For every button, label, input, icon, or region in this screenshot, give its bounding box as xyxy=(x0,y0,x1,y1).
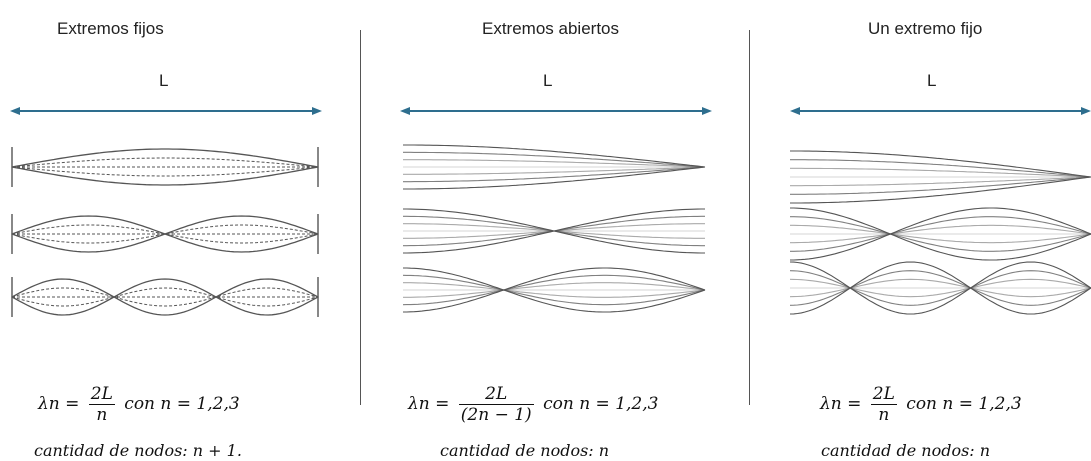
standing-wave-mode-one-fixed xyxy=(790,176,1091,195)
standing-wave-mode-open xyxy=(403,166,706,175)
formula-fraction: 2L n xyxy=(870,384,897,425)
standing-wave-mode-one-fixed xyxy=(790,216,1091,252)
node-count-text: cantidad de nodos: n xyxy=(440,441,610,460)
standing-wave-mode-3 xyxy=(11,278,319,316)
standing-wave-mode-open xyxy=(402,274,706,306)
standing-wave-mode-1 xyxy=(11,157,319,168)
formula-numerator: 2L xyxy=(458,384,534,405)
formula-rhs: con n = 1,2,3 xyxy=(124,394,240,414)
standing-wave-mode-one-fixed xyxy=(790,207,1091,261)
standing-wave-mode-one-fixed xyxy=(789,278,1091,298)
arrow-head-left xyxy=(790,107,800,115)
formula-denominator: (2n − 1) xyxy=(460,405,532,425)
standing-wave-mode-one-fixed xyxy=(790,216,1091,252)
arrow-head-left xyxy=(10,107,20,115)
arrow-head-right xyxy=(1081,107,1091,115)
standing-wave-mode-1 xyxy=(11,166,319,177)
standing-wave-mode-one-fixed xyxy=(790,176,1091,187)
standing-wave-mode-open xyxy=(403,166,706,183)
formula-lhs: λn = xyxy=(820,394,862,414)
standing-wave-mode-2 xyxy=(11,224,319,244)
wavelength-formula: λn = 2L (2n − 1) con n = 1,2,3 xyxy=(408,384,658,425)
length-label: L xyxy=(159,71,169,90)
panel-fixed-ends: Extremos fijos L λn = 2L n con n = 1,2,3… xyxy=(0,0,340,461)
standing-wave-mode-one-fixed xyxy=(789,278,1091,298)
divider-line xyxy=(360,30,361,405)
standing-wave-mode-one-fixed xyxy=(790,224,1091,244)
divider-line xyxy=(749,30,750,405)
standing-wave-mode-3 xyxy=(11,287,319,307)
arrow-head-left xyxy=(400,107,410,115)
formula-numerator: 2L xyxy=(88,384,115,405)
formula-lhs: λn = xyxy=(408,394,450,414)
standing-wave-mode-one-fixed xyxy=(790,150,1091,178)
standing-wave-mode-one-fixed xyxy=(789,270,1091,306)
standing-wave-mode-open xyxy=(403,282,706,298)
length-label: L xyxy=(543,71,553,90)
standing-wave-mode-one-fixed xyxy=(790,159,1091,178)
arrow-head-right xyxy=(702,107,712,115)
formula-fraction: 2L (2n − 1) xyxy=(458,384,534,425)
standing-wave-mode-open xyxy=(403,267,706,313)
standing-wave-mode-one-fixed xyxy=(790,224,1091,244)
panel-title: Un extremo fijo xyxy=(868,19,983,38)
standing-wave-mode-one-fixed xyxy=(790,176,1091,204)
standing-wave-mode-open xyxy=(403,144,706,168)
formula-rhs: con n = 1,2,3 xyxy=(543,394,659,414)
standing-wave-mode-one-fixed xyxy=(789,270,1091,306)
formula-fraction: 2L n xyxy=(88,384,115,425)
panel-one-fixed-end: Un extremo fijo L λn = 2L n con n = 1,2,… xyxy=(770,0,1091,461)
standing-wave-mode-one-fixed xyxy=(789,261,1091,315)
standing-wave-mode-one-fixed xyxy=(790,207,1091,261)
standing-wave-mode-open xyxy=(403,267,706,313)
standing-wave-mode-1 xyxy=(11,148,319,168)
standing-wave-mode-open xyxy=(403,159,706,168)
standing-wave-mode-open xyxy=(403,166,706,190)
node-count-text: cantidad de nodos: n xyxy=(821,441,991,460)
standing-wave-mode-open xyxy=(403,151,706,168)
standing-wave-mode-3 xyxy=(11,278,319,316)
standing-wave-mode-one-fixed xyxy=(790,167,1091,178)
arrow-head-right xyxy=(312,107,322,115)
panel-open-ends: Extremos abiertos L λn = 2L (2n − 1) con… xyxy=(380,0,730,461)
node-count-text: cantidad de nodos: n + 1. xyxy=(34,441,242,460)
standing-wave-mode-open xyxy=(403,208,705,254)
standing-wave-mode-open xyxy=(402,274,706,306)
formula-numerator: 2L xyxy=(870,384,897,405)
wavelength-formula: λn = 2L n con n = 1,2,3 xyxy=(820,384,1022,425)
standing-wave-mode-3 xyxy=(11,287,319,307)
formula-lhs: λn = xyxy=(38,394,80,414)
standing-wave-mode-open xyxy=(403,282,706,298)
formula-rhs: con n = 1,2,3 xyxy=(906,394,1022,414)
formula-denominator: n xyxy=(878,405,890,425)
panel-title: Extremos fijos xyxy=(57,19,164,38)
standing-wave-mode-one-fixed xyxy=(789,261,1091,315)
standing-wave-mode-2 xyxy=(11,224,319,244)
panel-title: Extremos abiertos xyxy=(482,19,619,38)
formula-denominator: n xyxy=(96,405,108,425)
standing-wave-mode-1 xyxy=(11,166,319,186)
wavelength-formula: λn = 2L n con n = 1,2,3 xyxy=(38,384,240,425)
length-label: L xyxy=(927,71,937,90)
